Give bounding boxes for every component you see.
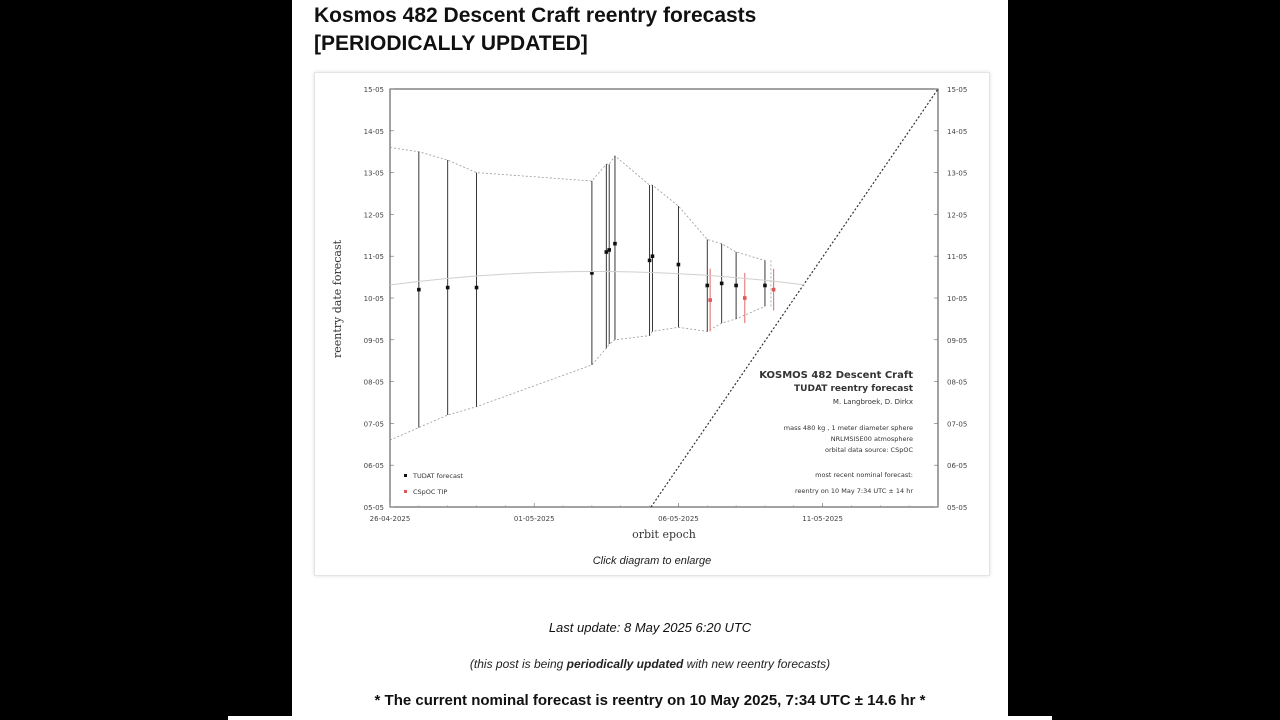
update-note: (this post is being periodically updated… <box>292 657 1008 671</box>
y-tick-label-right: 12-05 <box>947 211 967 219</box>
info-nominal-title: most recent nominal forecast: <box>815 471 913 479</box>
cspoc-tip-point <box>708 298 712 302</box>
forecast-diagram[interactable]: 05-05 05-05 06-05 06-05 07-05 07-05 08-05 08-05… <box>314 72 990 576</box>
cspoc-tip-point <box>771 287 776 292</box>
legend: TUDAT forecast CSpOC TIP <box>404 472 463 496</box>
info-nominal-value: reentry on 10 May 7:34 UTC ± 14 hr <box>795 487 913 495</box>
tudat-forecast-point <box>650 254 655 258</box>
tudat-forecast-point <box>676 262 681 267</box>
post-title: Kosmos 482 Descent Craft reentry forecas… <box>314 2 994 58</box>
nominal-forecast: * The current nominal forecast is reentr… <box>374 692 926 709</box>
info-param-1: mass 480 kg , 1 meter diameter sphere <box>784 424 913 432</box>
y-axis-title: reentry date forecast <box>331 239 344 358</box>
y-tick-label-right: 05-05 <box>947 504 967 512</box>
y-tick-label-left: 10-05 <box>364 295 384 303</box>
y-tick-label-left: 07-05 <box>364 420 384 428</box>
info-subtitle: TUDAT reentry forecast <box>794 384 914 394</box>
note-suffix: with new reentry forecasts) <box>683 657 831 671</box>
info-box: KOSMOS 482 Descent Craft TUDAT reentry f… <box>759 370 913 495</box>
y-tick-label-left: 15-05 <box>364 86 384 94</box>
y-tick-label-left: 13-05 <box>364 170 384 178</box>
post-title-line1: Kosmos 482 Descent Craft reentry forecas… <box>314 4 757 27</box>
x-tick-label: 26-04-2025 <box>370 515 411 523</box>
y-tick-label-left: 08-05 <box>364 379 384 387</box>
y-tick-label-left: 05-05 <box>364 504 384 512</box>
info-param-2: NRLMSISE00 atmosphere <box>831 435 913 443</box>
note-bold: periodically updated <box>566 657 684 671</box>
note-prefix: (this post is being <box>469 657 567 671</box>
x-axis-title: orbit epoch <box>632 528 696 541</box>
info-param-3: orbital data source: CSpOC <box>825 446 913 454</box>
envelope-upper <box>389 147 766 261</box>
legend-marker-cspoc <box>404 490 407 493</box>
last-update: Last update: 8 May 2025 6:20 UTC <box>548 620 752 635</box>
cspoc-tip-point <box>742 296 747 300</box>
y-tick-label-left: 14-05 <box>364 128 384 136</box>
tudat-forecast-point <box>647 258 652 263</box>
tudat-forecast-point <box>607 248 611 252</box>
y-tick-label-right: 14-05 <box>947 128 967 136</box>
x-tick-label: 06-05-2025 <box>658 515 699 523</box>
y-tick-label-right: 06-05 <box>947 462 967 470</box>
y-tick-label-right: 15-05 <box>947 86 967 94</box>
y-tick-label-right: 07-05 <box>947 420 967 428</box>
y-tick-label-right: 11-05 <box>947 253 967 261</box>
y-tick-label-left: 12-05 <box>364 211 384 219</box>
x-tick-label: 11-05-2025 <box>802 515 843 523</box>
envelope-lower <box>389 306 766 441</box>
forecast-chart-svg[interactable]: 05-05 05-05 06-05 06-05 07-05 07-05 08-05 08-05… <box>315 73 989 575</box>
tudat-forecast-point <box>590 271 594 275</box>
tudat-forecast-point <box>763 283 767 288</box>
legend-label-tudat: TUDAT forecast <box>412 472 463 480</box>
bottom-strip <box>228 716 1052 720</box>
y-tick-label-right: 13-05 <box>947 170 967 178</box>
post-title-line2: [PERIODICALLY UPDATED] <box>314 32 588 55</box>
y-tick-label-right: 09-05 <box>947 337 967 345</box>
blog-page: Kosmos 482 Descent Craft reentry forecas… <box>292 0 1008 720</box>
tudat-forecast-point <box>445 285 450 290</box>
diagram-caption: Click diagram to enlarge <box>592 555 712 567</box>
nominal-trend-curve <box>389 271 806 286</box>
legend-marker-tudat <box>404 474 407 477</box>
legend-label-cspoc: CSpOC TIP <box>413 488 447 496</box>
tudat-forecast-point <box>734 283 738 288</box>
tudat-forecast-point <box>604 250 609 254</box>
tudat-forecast-point <box>719 281 724 286</box>
x-tick-label: 01-05-2025 <box>514 515 555 523</box>
y-tick-label-left: 06-05 <box>364 462 384 470</box>
y-tick-label-right: 08-05 <box>947 379 967 387</box>
epoch-equals-reentry-diagonal <box>650 88 939 508</box>
info-title: KOSMOS 482 Descent Craft <box>759 370 913 381</box>
y-tick-label-left: 09-05 <box>364 337 384 345</box>
y-tick-label-left: 11-05 <box>364 253 384 261</box>
tudat-forecast-point <box>613 241 617 246</box>
info-authors: M. Langbroek, D. Dirkx <box>833 398 913 406</box>
y-tick-label-right: 10-05 <box>947 295 967 303</box>
tudat-forecast-point <box>417 287 421 292</box>
tudat-forecast-point <box>474 285 479 290</box>
plot-frame <box>389 88 939 508</box>
tudat-forecast-point <box>705 283 710 288</box>
